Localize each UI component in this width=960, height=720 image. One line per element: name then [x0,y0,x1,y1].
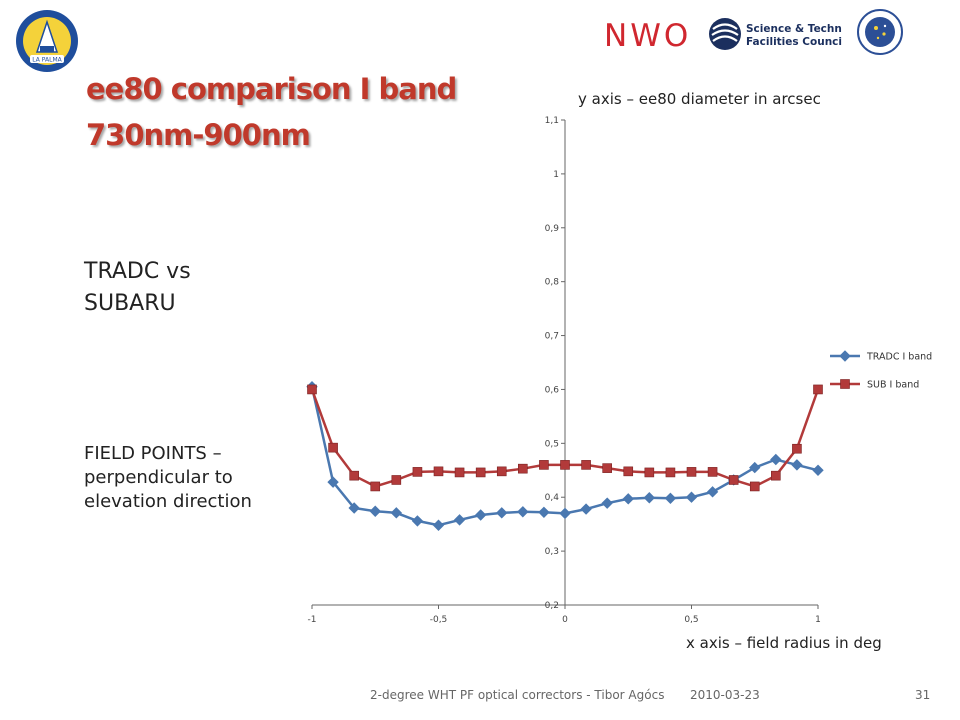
data-point-sub [707,467,718,477]
x-axis-note: x axis – field radius in deg [686,634,882,652]
y-tick-label: 0,7 [545,332,559,342]
side-note: FIELD POINTS – perpendicular to elevatio… [84,443,252,512]
data-point-sub [771,470,781,481]
data-point-sub [454,467,465,478]
data-point-tradc [411,515,424,527]
data-point-sub [792,443,802,454]
y-tick-label: 0,2 [545,601,559,611]
legend-swatch-marker [840,379,850,389]
data-point-tradc [580,503,592,515]
stfc-line2: Facilities Council [746,36,842,48]
data-point-sub [370,481,381,492]
data-point-tradc [770,453,782,466]
data-point-tradc [432,519,445,531]
data-point-sub [728,475,739,485]
ee80-comparison-chart: 0,20,30,40,50,60,70,80,911,1-1 -0,5 0 0,5 1 … [306,116,932,625]
side-heading: TRADC vs SUBARU [84,259,191,316]
data-point-tradc [538,506,550,519]
y-axis-note: y axis – ee80 diameter in arcsec [578,90,821,108]
slide-title-line2: 730nm-900nm [86,118,311,152]
stfc-logo: Science & Technology Facilities Council [706,14,874,59]
data-point-sub [813,384,823,395]
data-point-tradc [348,502,360,514]
x-tick-label: 1 [815,615,821,625]
data-point-tradc [559,507,571,520]
data-point-tradc [517,506,529,518]
chart-legend: TRADC I band SUB I band [830,350,932,391]
page-number: 31 [915,688,931,702]
data-point-sub [749,481,760,492]
y-tick-label: 0,3 [545,547,559,557]
data-point-sub [433,466,444,477]
footer-text: 2-degree WHT PF optical correctors - Tib… [370,688,665,702]
data-point-tradc [812,464,824,476]
data-point-tradc [791,459,803,471]
data-point-tradc [664,492,677,505]
slide-title-line1: ee80 comparison I band [86,72,457,106]
data-point-tradc [369,505,381,517]
legend-label: TRADC I band [866,352,932,363]
nwo-logo: NWO [600,14,696,59]
data-point-sub [307,384,317,395]
data-point-sub [496,466,507,477]
data-point-tradc [622,493,634,505]
data-point-sub [560,460,570,470]
data-point-sub [391,475,402,485]
data-point-sub [412,467,423,477]
x-tick-label: 0 [562,615,568,625]
y-tick-label: 0,8 [545,278,560,288]
y-tick-label: 1 [553,170,559,180]
data-point-sub [328,442,338,453]
data-point-tradc [601,497,613,509]
y-tick-label: 0,4 [545,493,560,503]
data-point-sub [581,460,591,470]
data-point-sub [644,467,655,478]
seal-label: LA PALMA [32,57,62,64]
x-tick-label: -1 [308,615,317,625]
data-point-tradc [496,507,508,519]
legend-label: SUB I band [867,380,919,391]
footer-date: 2010-03-23 [690,688,760,702]
data-point-sub [518,463,528,474]
data-point-sub [349,470,359,481]
nwo-logo-text: NWO [604,18,691,54]
stfc-line1: Science & Technology [746,23,842,35]
chart-series [306,381,824,531]
x-tick-label: 0,5 [684,615,698,625]
data-point-sub [665,467,676,478]
legend-swatch-marker [839,350,851,362]
data-point-sub [686,467,697,477]
data-point-sub [602,463,612,473]
chart-axes: 0,2 0,3 0,4 0,5 0,6 0,7 0,8 0,9 1 1,1 -1 -0,5 0 0,5 1 [308,116,821,625]
data-point-tradc [390,507,403,519]
data-point-tradc [327,476,339,488]
y-tick-label: 1,1 [545,116,559,126]
data-point-tradc [706,486,719,498]
x-tick-label: -0,5 [430,615,448,625]
data-point-sub [623,466,634,477]
data-point-tradc [474,509,487,521]
data-point-sub [539,460,549,470]
astrophysics-institute-logo [856,8,904,61]
isaac-newton-group-logo: LA PALMA [10,8,84,79]
data-point-tradc [453,514,466,526]
data-point-tradc [749,461,761,474]
data-point-tradc [685,491,698,503]
y-tick-label: 0,6 [545,385,560,395]
y-tick-label: 0,5 [545,439,559,449]
data-point-sub [475,467,486,478]
data-point-tradc [643,492,656,504]
y-tick-label: 0,9 [545,224,560,234]
